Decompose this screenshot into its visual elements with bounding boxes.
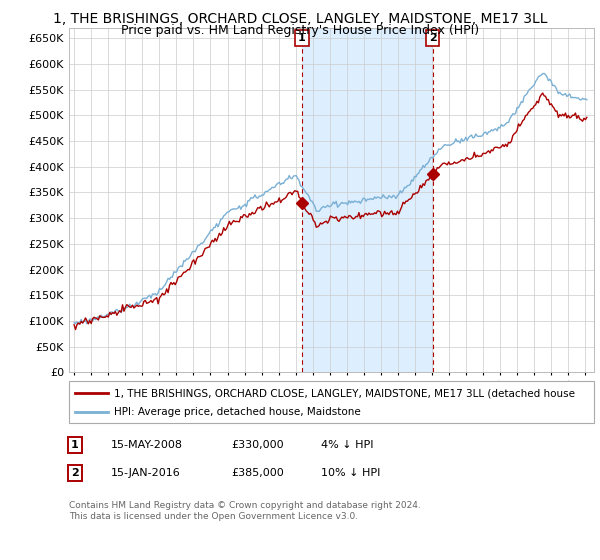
Text: 4% ↓ HPI: 4% ↓ HPI (321, 440, 373, 450)
Text: £330,000: £330,000 (231, 440, 284, 450)
Text: 1: 1 (71, 440, 79, 450)
Text: 1, THE BRISHINGS, ORCHARD CLOSE, LANGLEY, MAIDSTONE, ME17 3LL: 1, THE BRISHINGS, ORCHARD CLOSE, LANGLEY… (53, 12, 547, 26)
Text: £385,000: £385,000 (231, 468, 284, 478)
Text: 15-JAN-2016: 15-JAN-2016 (111, 468, 181, 478)
Text: Contains HM Land Registry data © Crown copyright and database right 2024.
This d: Contains HM Land Registry data © Crown c… (69, 501, 421, 521)
Text: 2: 2 (429, 33, 437, 43)
Text: 1: 1 (298, 33, 306, 43)
Text: HPI: Average price, detached house, Maidstone: HPI: Average price, detached house, Maid… (114, 407, 361, 417)
Bar (302, 28, 433, 372)
Text: 10% ↓ HPI: 10% ↓ HPI (321, 468, 380, 478)
Text: Price paid vs. HM Land Registry's House Price Index (HPI): Price paid vs. HM Land Registry's House … (121, 24, 479, 37)
Text: 1, THE BRISHINGS, ORCHARD CLOSE, LANGLEY, MAIDSTONE, ME17 3LL (detached house: 1, THE BRISHINGS, ORCHARD CLOSE, LANGLEY… (114, 389, 575, 398)
Text: 15-MAY-2008: 15-MAY-2008 (111, 440, 183, 450)
Text: 2: 2 (71, 468, 79, 478)
